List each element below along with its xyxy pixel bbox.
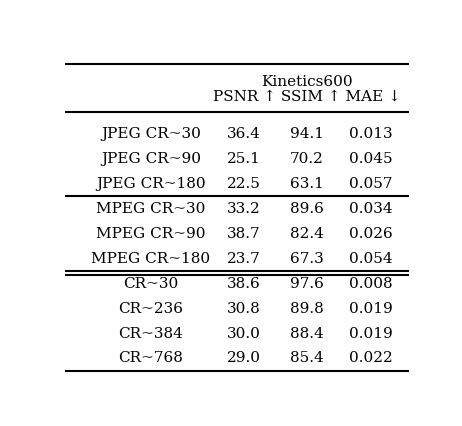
Text: 38.7: 38.7 [227,227,261,241]
Text: PSNR ↑ SSIM ↑ MAE ↓: PSNR ↑ SSIM ↑ MAE ↓ [213,90,401,104]
Text: CR~30: CR~30 [123,276,178,291]
Text: 38.6: 38.6 [227,276,261,291]
Text: MPEG CR~30: MPEG CR~30 [96,202,206,216]
Text: 25.1: 25.1 [227,152,261,166]
Text: 67.3: 67.3 [290,252,323,266]
Text: JPEG CR~180: JPEG CR~180 [96,177,206,191]
Text: MPEG CR~180: MPEG CR~180 [91,252,210,266]
Text: 0.019: 0.019 [349,327,393,340]
Text: 0.045: 0.045 [349,152,393,166]
Text: 22.5: 22.5 [227,177,261,191]
Text: 0.034: 0.034 [349,202,393,216]
Text: 89.6: 89.6 [290,202,323,216]
Text: CR~768: CR~768 [118,351,183,366]
Text: 0.019: 0.019 [349,302,393,316]
Text: 85.4: 85.4 [290,351,323,366]
Text: 23.7: 23.7 [227,252,261,266]
Text: 0.022: 0.022 [349,351,393,366]
Text: Kinetics600: Kinetics600 [261,75,353,89]
Text: MPEG CR~90: MPEG CR~90 [96,227,206,241]
Text: 94.1: 94.1 [290,127,323,141]
Text: 0.026: 0.026 [349,227,393,241]
Text: 30.8: 30.8 [227,302,261,316]
Text: JPEG CR~30: JPEG CR~30 [101,127,201,141]
Text: 29.0: 29.0 [227,351,261,366]
Text: 89.8: 89.8 [290,302,323,316]
Text: 70.2: 70.2 [290,152,323,166]
Text: 0.054: 0.054 [349,252,393,266]
Text: JPEG CR~90: JPEG CR~90 [101,152,201,166]
Text: 33.2: 33.2 [227,202,261,216]
Text: 36.4: 36.4 [227,127,261,141]
Text: 30.0: 30.0 [227,327,261,340]
Text: 0.057: 0.057 [349,177,393,191]
Text: 97.6: 97.6 [290,276,323,291]
Text: CR~384: CR~384 [118,327,183,340]
Text: 0.008: 0.008 [349,276,393,291]
Text: 0.013: 0.013 [349,127,393,141]
Text: CR~236: CR~236 [118,302,183,316]
Text: 82.4: 82.4 [290,227,323,241]
Text: 88.4: 88.4 [290,327,323,340]
Text: 63.1: 63.1 [290,177,323,191]
